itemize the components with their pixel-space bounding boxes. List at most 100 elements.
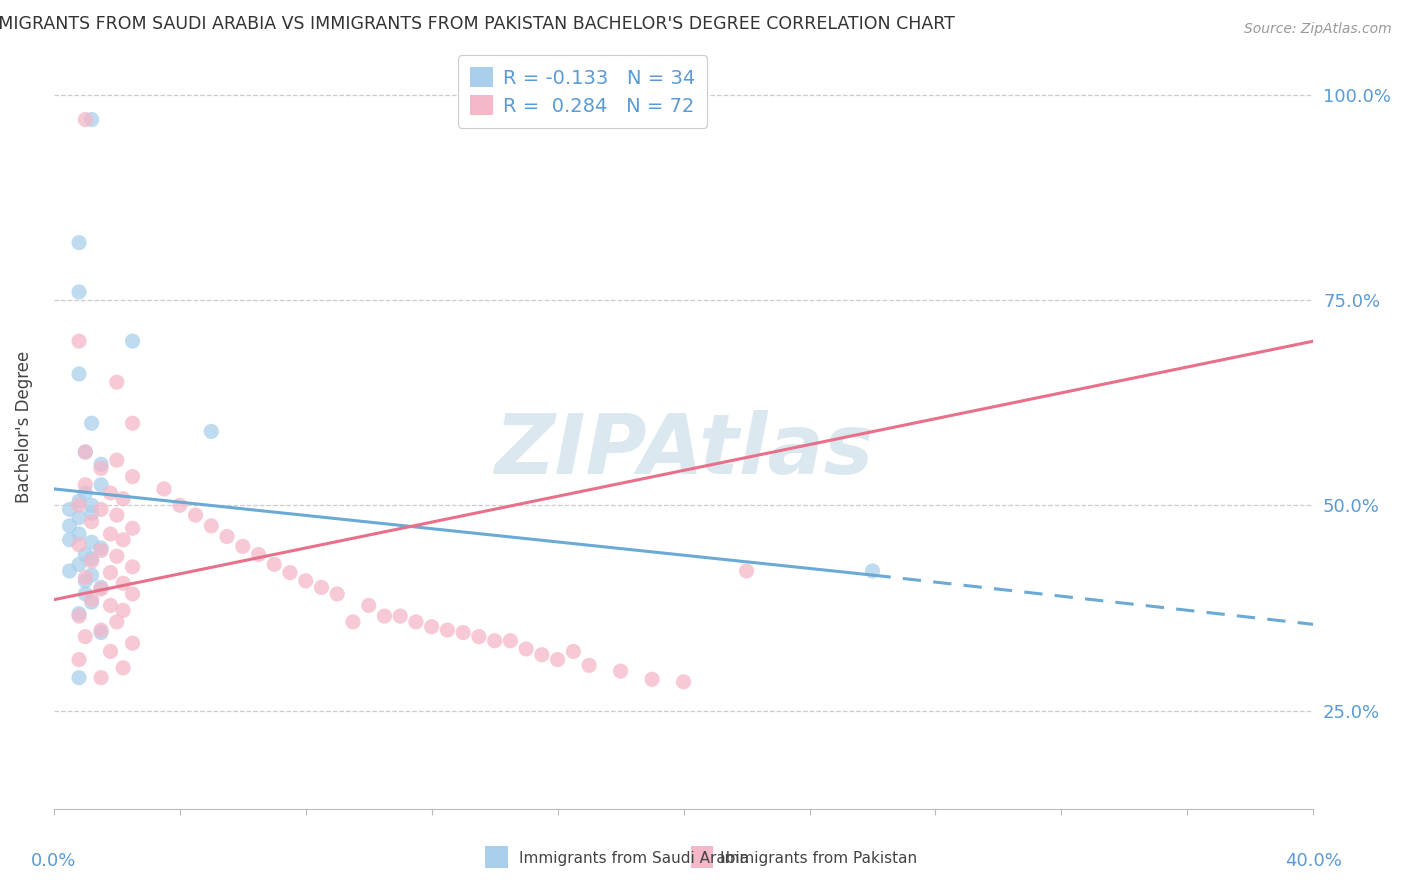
Point bbox=[75, 112, 97, 127]
Point bbox=[112, 603, 135, 617]
Point bbox=[672, 674, 695, 689]
Point bbox=[90, 581, 112, 595]
Text: ZIPAtlas: ZIPAtlas bbox=[494, 409, 873, 491]
Point bbox=[578, 658, 600, 673]
Point bbox=[90, 502, 112, 516]
Point bbox=[90, 582, 112, 596]
Point bbox=[80, 507, 103, 521]
Point bbox=[641, 673, 664, 687]
Point bbox=[80, 595, 103, 609]
Point bbox=[67, 498, 90, 512]
Point bbox=[515, 642, 537, 657]
Point bbox=[263, 558, 285, 572]
Point bbox=[100, 566, 122, 580]
Point bbox=[90, 457, 112, 471]
Legend: R = -0.133   N = 34, R =  0.284   N = 72: R = -0.133 N = 34, R = 0.284 N = 72 bbox=[458, 55, 707, 128]
Point bbox=[90, 541, 112, 555]
Point bbox=[169, 498, 191, 512]
Point bbox=[75, 445, 97, 459]
Point bbox=[100, 644, 122, 658]
Point bbox=[735, 564, 758, 578]
Point bbox=[153, 482, 176, 496]
Point bbox=[67, 367, 90, 381]
Point bbox=[67, 285, 90, 299]
Point bbox=[67, 609, 90, 624]
Point bbox=[547, 652, 569, 666]
Point bbox=[278, 566, 301, 580]
Text: Source: ZipAtlas.com: Source: ZipAtlas.com bbox=[1244, 22, 1392, 37]
Point bbox=[80, 416, 103, 430]
Text: IMMIGRANTS FROM SAUDI ARABIA VS IMMIGRANTS FROM PAKISTAN BACHELOR'S DEGREE CORRE: IMMIGRANTS FROM SAUDI ARABIA VS IMMIGRAN… bbox=[0, 15, 955, 33]
Point bbox=[436, 623, 458, 637]
Point bbox=[80, 535, 103, 549]
Point bbox=[420, 620, 443, 634]
Point bbox=[67, 538, 90, 552]
Point bbox=[112, 533, 135, 547]
Point bbox=[451, 625, 474, 640]
Point bbox=[58, 564, 80, 578]
Point bbox=[311, 581, 333, 595]
Point bbox=[100, 486, 122, 500]
Point bbox=[121, 469, 143, 483]
Point bbox=[90, 477, 112, 491]
Point bbox=[67, 652, 90, 666]
Point bbox=[75, 445, 97, 459]
Point bbox=[90, 625, 112, 640]
Point bbox=[80, 592, 103, 607]
Point bbox=[67, 607, 90, 621]
Text: Immigrants from Saudi Arabia: Immigrants from Saudi Arabia bbox=[519, 852, 749, 866]
Point bbox=[80, 515, 103, 529]
Point bbox=[80, 112, 103, 127]
Point bbox=[112, 576, 135, 591]
Point bbox=[373, 609, 395, 624]
Point bbox=[67, 527, 90, 541]
Point bbox=[184, 508, 207, 523]
Point bbox=[405, 615, 427, 629]
Point bbox=[80, 568, 103, 582]
Point bbox=[121, 521, 143, 535]
Point bbox=[75, 477, 97, 491]
Point bbox=[80, 551, 103, 566]
Point bbox=[100, 527, 122, 541]
Point bbox=[90, 461, 112, 475]
Point bbox=[232, 540, 254, 554]
Point bbox=[67, 494, 90, 508]
Point bbox=[530, 648, 553, 662]
Point bbox=[67, 235, 90, 250]
Point bbox=[215, 529, 238, 543]
Point bbox=[105, 549, 128, 564]
Point bbox=[58, 533, 80, 547]
Point bbox=[75, 587, 97, 601]
Point bbox=[80, 554, 103, 568]
Point bbox=[90, 543, 112, 558]
Point bbox=[121, 560, 143, 574]
Point bbox=[609, 664, 631, 678]
Point bbox=[247, 548, 270, 562]
Point bbox=[121, 416, 143, 430]
Point bbox=[90, 671, 112, 685]
Text: Immigrants from Pakistan: Immigrants from Pakistan bbox=[720, 852, 917, 866]
Point bbox=[484, 633, 506, 648]
Point bbox=[67, 671, 90, 685]
Point bbox=[121, 587, 143, 601]
Point bbox=[862, 564, 884, 578]
Point bbox=[105, 453, 128, 467]
Point bbox=[294, 574, 316, 588]
Point bbox=[468, 630, 491, 644]
Point bbox=[326, 587, 349, 601]
Point bbox=[105, 375, 128, 389]
Text: 40.0%: 40.0% bbox=[1285, 852, 1341, 870]
Text: 0.0%: 0.0% bbox=[31, 852, 76, 870]
Y-axis label: Bachelor's Degree: Bachelor's Degree bbox=[15, 351, 32, 503]
Point bbox=[67, 510, 90, 524]
Point bbox=[200, 425, 222, 439]
Point bbox=[58, 502, 80, 516]
Point bbox=[80, 498, 103, 512]
Point bbox=[389, 609, 412, 624]
Point bbox=[67, 334, 90, 348]
Point bbox=[499, 633, 522, 648]
Point bbox=[105, 508, 128, 523]
Point bbox=[75, 548, 97, 562]
Point bbox=[58, 518, 80, 533]
Point bbox=[121, 334, 143, 348]
